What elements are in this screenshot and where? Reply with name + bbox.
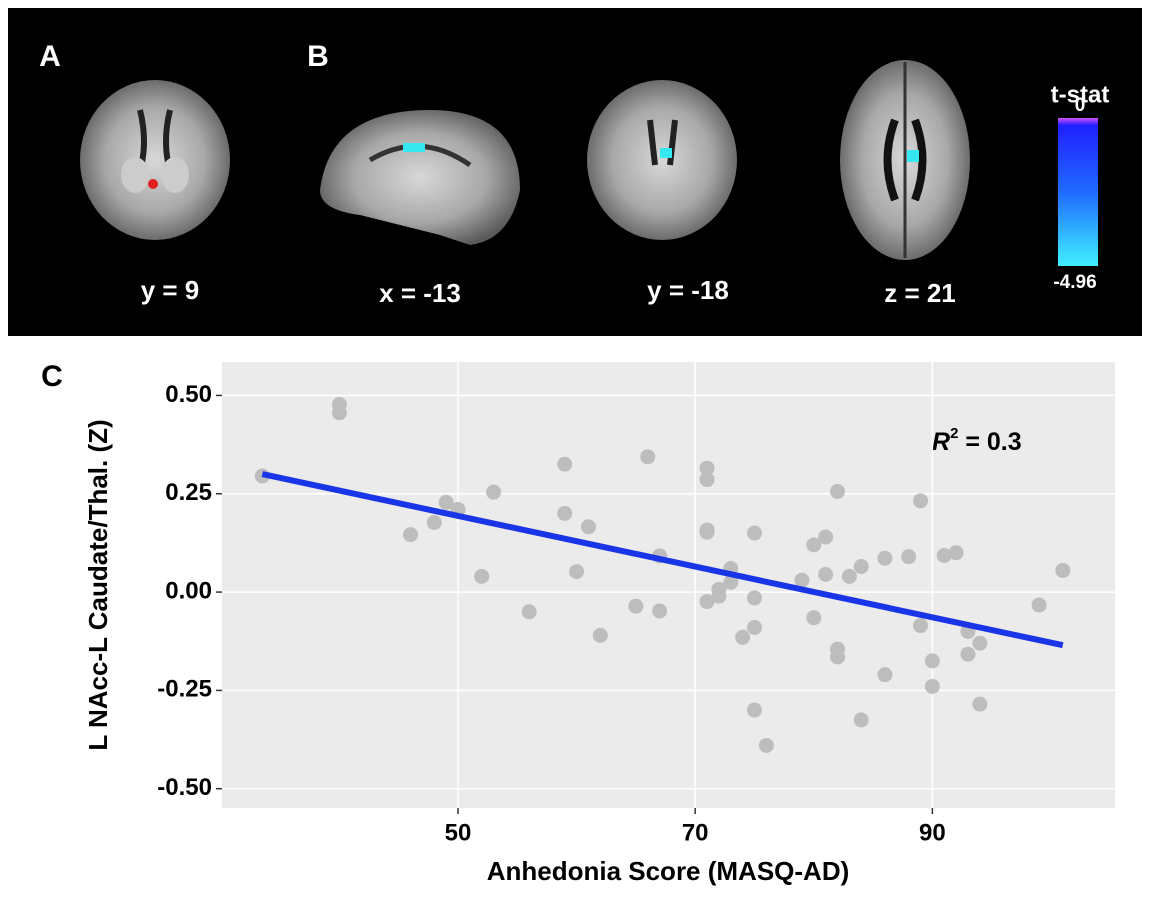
y-tick-label: 0.25 [165, 479, 212, 506]
point [628, 599, 643, 614]
point [806, 610, 821, 625]
y-tick-label: -0.25 [157, 676, 212, 703]
point [640, 449, 655, 464]
point [854, 712, 869, 727]
point [1055, 563, 1070, 578]
y-axis-label: L NAcc-L Caudate/Thal. (Z) [83, 419, 113, 750]
slice-label: y = 9 [141, 275, 200, 305]
point [972, 697, 987, 712]
point [818, 530, 833, 545]
point [747, 526, 762, 541]
point [557, 506, 572, 521]
annotation: R2 = 0.3 [932, 425, 1022, 456]
y-tick-label: 0.00 [165, 577, 212, 604]
colorbar-max: 0 [1075, 95, 1086, 116]
panel-label: B [307, 40, 329, 73]
point [925, 679, 940, 694]
point [949, 545, 964, 560]
x-axis-label: Anhedonia Score (MASQ-AD) [487, 856, 850, 886]
point [960, 647, 975, 662]
point [747, 703, 762, 718]
y-tick-label: -0.50 [157, 774, 212, 801]
point [593, 628, 608, 643]
point [925, 653, 940, 668]
x-tick-label: 90 [919, 819, 946, 846]
point [581, 519, 596, 534]
point [700, 525, 715, 540]
x-tick-label: 50 [445, 819, 472, 846]
point [830, 484, 845, 499]
point [913, 618, 928, 633]
slice-label: y = -18 [647, 275, 729, 305]
point [747, 620, 762, 635]
point [747, 590, 762, 605]
point [972, 636, 987, 651]
figure: A B C y = 9 x = -13 y = -18 z = 21 t-sta… [0, 0, 1150, 902]
y-tick-label: 0.50 [165, 381, 212, 408]
point [854, 559, 869, 574]
point [877, 667, 892, 682]
point [1032, 598, 1047, 613]
panel-label: A [39, 40, 61, 73]
point [652, 603, 667, 618]
point [522, 604, 537, 619]
point [711, 589, 726, 604]
point [557, 457, 572, 472]
point [877, 551, 892, 566]
point [818, 567, 833, 582]
point [842, 569, 857, 584]
slice-label: x = -13 [379, 278, 461, 308]
point [427, 515, 442, 530]
point [901, 549, 916, 564]
slice-label: z = 21 [884, 278, 956, 308]
point [913, 493, 928, 508]
point [332, 405, 347, 420]
point [403, 527, 418, 542]
point [486, 485, 501, 500]
point [735, 630, 750, 645]
point [474, 569, 489, 584]
colorbar [1058, 118, 1098, 266]
colorbar-min: -4.96 [1053, 272, 1096, 293]
panel-label: C [41, 360, 63, 393]
point [700, 472, 715, 487]
x-tick-label: 70 [682, 819, 709, 846]
point [569, 564, 584, 579]
point [830, 649, 845, 664]
point [759, 738, 774, 753]
